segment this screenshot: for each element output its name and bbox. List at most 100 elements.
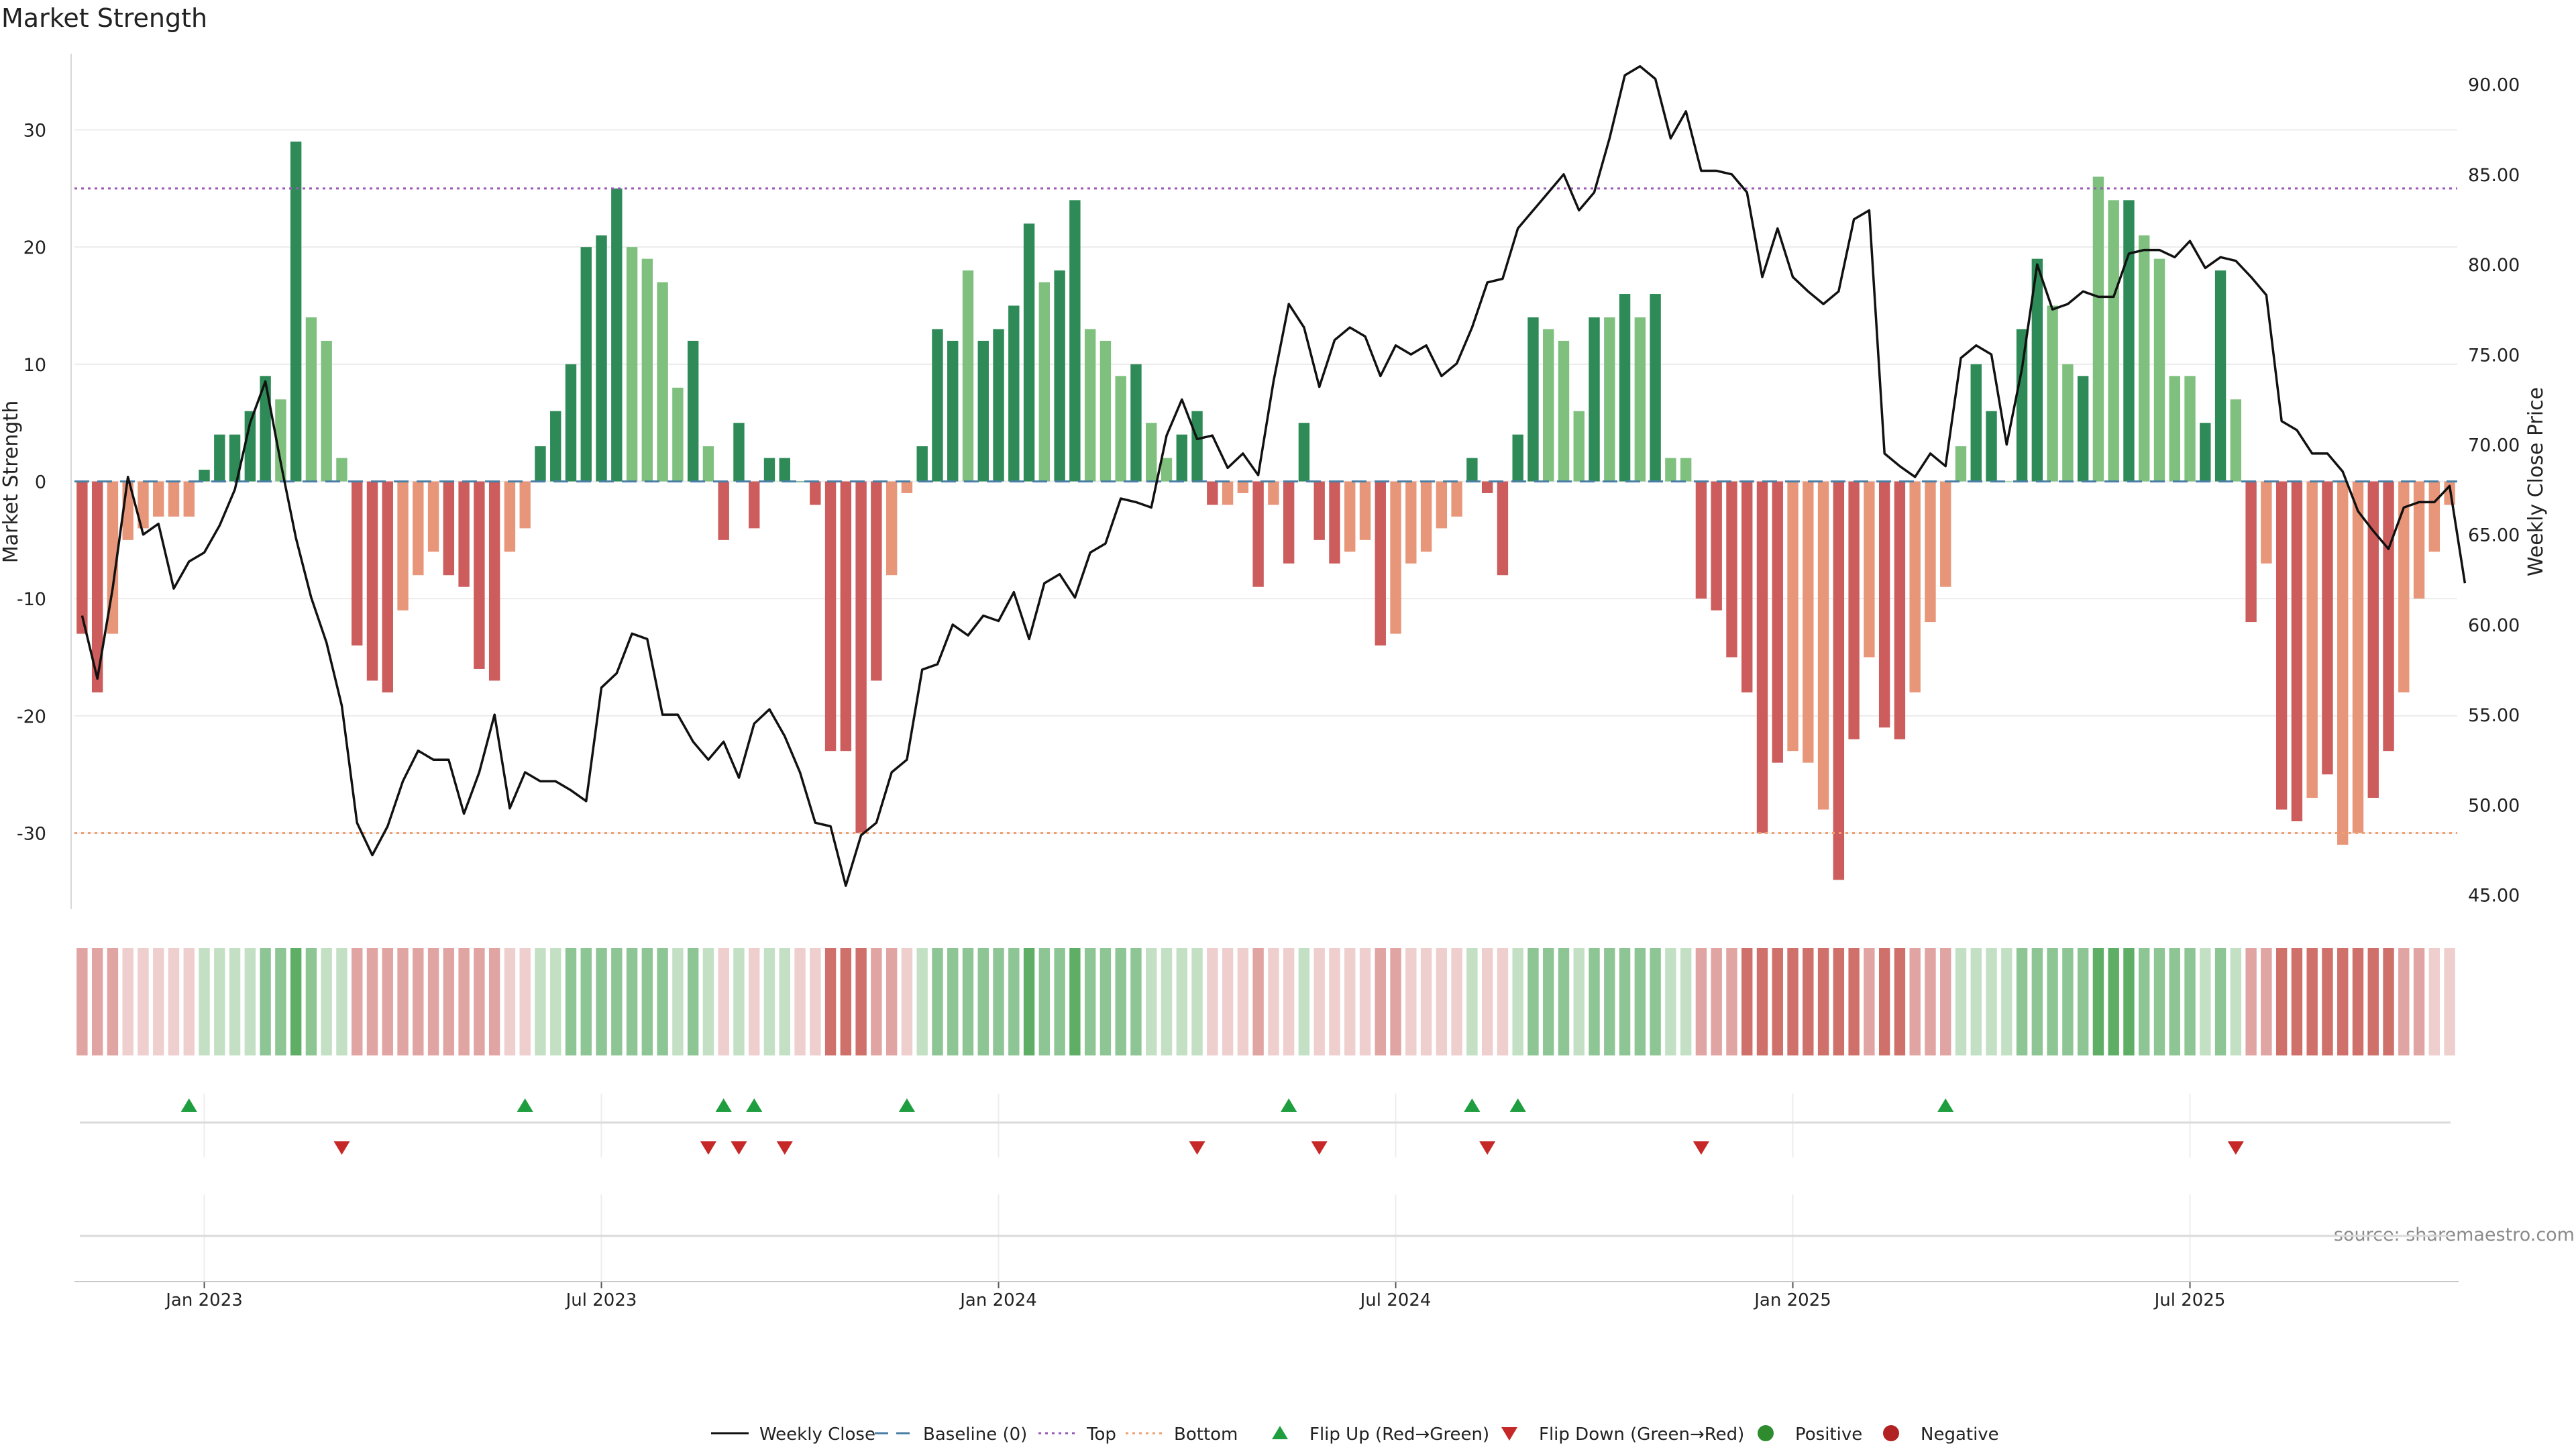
strength-bar xyxy=(733,423,745,482)
strength-bar xyxy=(443,481,455,576)
strength-strip-cell xyxy=(611,948,623,1055)
strength-bar xyxy=(672,387,684,482)
strength-bar xyxy=(2413,481,2425,599)
strength-strip-cell xyxy=(1451,948,1462,1055)
strength-strip-cell xyxy=(2245,948,2257,1055)
strength-strip-cell xyxy=(1023,948,1035,1055)
strength-bar xyxy=(2383,481,2394,751)
strength-bar xyxy=(413,481,424,576)
strength-bar xyxy=(580,247,592,482)
x-tick-label: Jan 2025 xyxy=(1753,1290,1831,1310)
strength-strip-cell xyxy=(474,948,485,1055)
strength-strip-cell xyxy=(824,948,837,1055)
strength-strip-cell xyxy=(1344,948,1356,1055)
strength-bar xyxy=(1512,434,1523,482)
y-right-tick-label: 90.00 xyxy=(2468,75,2520,96)
strength-strip-cell xyxy=(1589,948,1600,1055)
strength-strip-cell xyxy=(91,948,103,1055)
strength-strip-cell xyxy=(1940,948,1951,1055)
strength-bar xyxy=(352,481,363,646)
strength-strip-cell xyxy=(1130,948,1142,1055)
strength-bar xyxy=(2352,481,2364,833)
strength-strip-cell xyxy=(1222,948,1234,1055)
strength-bar xyxy=(183,481,195,517)
strength-bar xyxy=(1741,481,1753,692)
strength-strip-cell xyxy=(458,948,470,1055)
x-tick-label: Jan 2024 xyxy=(959,1290,1037,1310)
legend-label: Positive xyxy=(1795,1424,1862,1445)
strength-strip-cell xyxy=(1283,948,1295,1055)
strength-bar xyxy=(199,470,210,482)
flip-down-marker xyxy=(2227,1141,2244,1155)
strength-bar xyxy=(962,270,974,482)
y-right-tick-label: 60.00 xyxy=(2468,615,2520,636)
strength-bar xyxy=(488,481,500,681)
strength-strip-cell xyxy=(168,948,180,1055)
strength-strip-cell xyxy=(397,948,409,1055)
strength-strip-cell xyxy=(2077,948,2089,1055)
strength-bar xyxy=(1909,481,1921,692)
legend-label: Top xyxy=(1086,1424,1116,1445)
strength-bar xyxy=(2275,481,2288,810)
y-axis-label-right: Weekly Close Price xyxy=(2524,387,2548,576)
strength-strip-cell xyxy=(1298,948,1310,1055)
strength-bar xyxy=(749,481,760,529)
strength-strip-cell xyxy=(275,948,286,1055)
strength-bar xyxy=(1222,481,1234,505)
strength-strip-cell xyxy=(153,948,164,1055)
strength-strip-cell xyxy=(2230,948,2242,1055)
strength-strip-cell xyxy=(2275,948,2288,1055)
flip-up-marker xyxy=(1281,1098,1297,1112)
strength-strip-cell xyxy=(519,948,531,1055)
strength-strip-cell xyxy=(1359,948,1371,1055)
strength-strip-cell xyxy=(1038,948,1051,1055)
strength-strip-cell xyxy=(626,948,638,1055)
strength-bar xyxy=(885,481,898,576)
strength-bar xyxy=(427,481,439,552)
x-tick-label: Jul 2024 xyxy=(1359,1290,1432,1310)
strength-bar xyxy=(1313,481,1325,540)
y-tick-label: -10 xyxy=(17,589,46,610)
strength-strip-cell xyxy=(336,948,347,1055)
strength-strip-cell xyxy=(1237,948,1249,1055)
strength-strip-cell xyxy=(2306,948,2318,1055)
legend-flip-down-swatch xyxy=(1501,1427,1517,1441)
flip-down-marker xyxy=(333,1141,350,1155)
legend-label: Baseline (0) xyxy=(923,1424,1027,1445)
strength-strip-cell xyxy=(749,948,760,1055)
strength-strip-cell xyxy=(1986,948,1997,1055)
strength-bar xyxy=(1787,481,1799,751)
strength-bar xyxy=(1054,270,1065,482)
strength-bar xyxy=(1023,223,1035,482)
strength-bar xyxy=(2337,481,2349,845)
strength-bar xyxy=(2367,481,2379,798)
strength-bar xyxy=(763,458,775,482)
strength-bar xyxy=(244,411,256,482)
strength-strip-cell xyxy=(962,948,974,1055)
strength-bar xyxy=(1481,481,1493,493)
strength-strip-cell xyxy=(107,948,119,1055)
strength-bar xyxy=(1130,364,1142,482)
legend-label: Flip Down (Green→Red) xyxy=(1539,1424,1744,1445)
strength-bar xyxy=(1359,481,1371,540)
strength-strip-cell xyxy=(2001,948,2012,1055)
strength-strip-cell xyxy=(1909,948,1921,1055)
strength-bar xyxy=(2322,481,2333,775)
legend-flip-up-swatch xyxy=(1272,1426,1288,1439)
strength-bar xyxy=(1925,481,1936,623)
legend-negative-swatch xyxy=(1883,1425,1899,1441)
strength-strip-cell xyxy=(1146,948,1157,1055)
strength-bar xyxy=(1420,481,1432,552)
strength-strip-cell xyxy=(2047,948,2058,1055)
strength-strip-cell xyxy=(413,948,424,1055)
strength-bar xyxy=(153,481,164,517)
y-right-tick-label: 85.00 xyxy=(2468,165,2520,186)
strength-bar xyxy=(611,188,623,482)
strength-bar xyxy=(1390,481,1401,634)
strength-bar xyxy=(947,340,959,482)
strength-strip-cell xyxy=(2092,948,2104,1055)
strength-strip-cell xyxy=(504,948,516,1055)
strength-strip-cell xyxy=(794,948,806,1055)
strength-strip-cell xyxy=(1573,948,1585,1055)
